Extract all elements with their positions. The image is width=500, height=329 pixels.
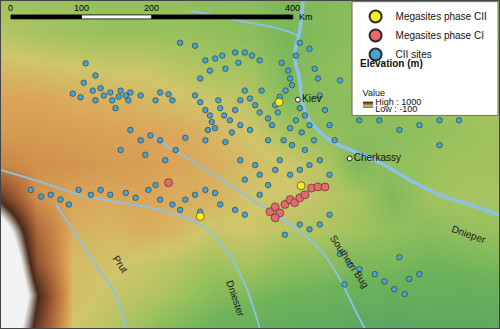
svg-text:Cherkassy: Cherkassy [354,152,401,163]
svg-text:Megasites phase CI: Megasites phase CI [396,30,484,41]
svg-text:Low : -100: Low : -100 [375,104,417,114]
svg-text:Southern Bug: Southern Bug [328,233,371,290]
svg-text:200: 200 [144,3,159,13]
svg-text:0: 0 [8,3,13,13]
svg-text:High : 1000: High : 1000 [375,97,421,107]
svg-text:CII sites: CII sites [396,49,432,60]
svg-text:Dniester: Dniester [224,279,247,318]
svg-text:Elevation (m): Elevation (m) [360,58,423,69]
svg-text:Km: Km [299,12,313,22]
svg-text:100: 100 [74,3,89,13]
svg-text:400: 400 [285,3,300,13]
svg-text:Kiev: Kiev [302,93,321,104]
svg-text:Dnieper: Dnieper [450,223,487,245]
svg-text:Prut: Prut [111,253,130,275]
svg-text:Value: Value [363,88,385,98]
svg-text:Megasites phase CII: Megasites phase CII [396,11,487,22]
